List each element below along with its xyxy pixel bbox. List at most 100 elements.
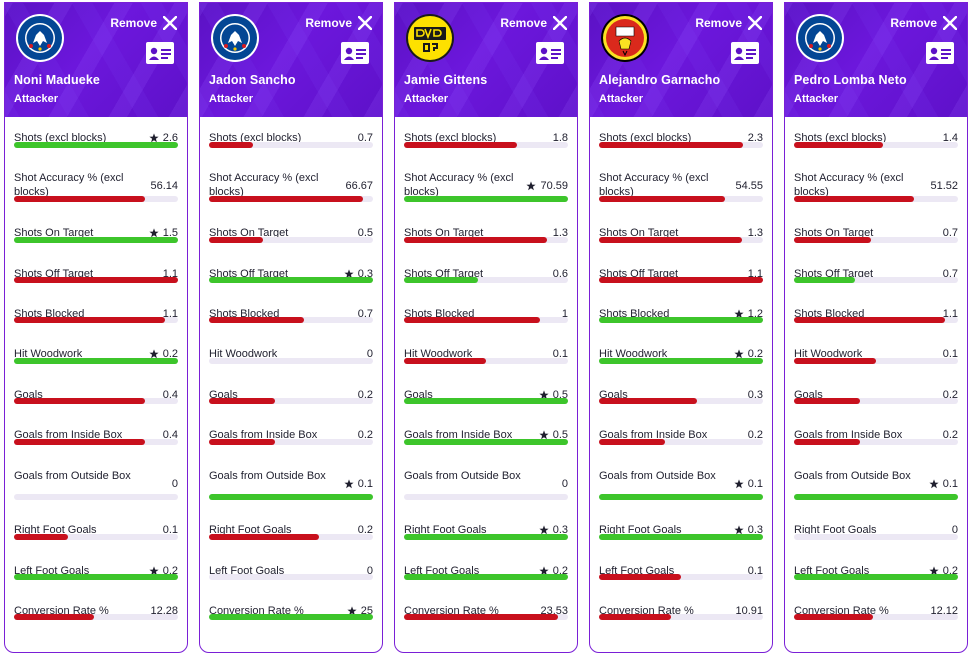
player-name: Jamie Gittens <box>404 73 488 87</box>
stat-bar-track <box>404 494 568 500</box>
remove-button[interactable]: Remove <box>305 12 372 34</box>
stat-bar-track <box>14 358 178 364</box>
remove-label: Remove <box>500 16 547 30</box>
stat-bar-track <box>209 494 373 500</box>
stat-bar-fill <box>14 574 178 580</box>
stat-bar-track <box>599 277 763 283</box>
stat-bar-track <box>209 317 373 323</box>
stat-label: Goals from Inside Box <box>14 429 123 441</box>
stat-value: 2.3 <box>748 131 763 145</box>
star-icon <box>539 430 549 440</box>
stat-bar-fill <box>14 317 165 323</box>
stat-value-text: 70.59 <box>540 180 568 192</box>
stat-bar-track <box>404 574 568 580</box>
stat-bar-track <box>209 142 373 148</box>
stat-bar-fill <box>794 439 860 445</box>
stat-bar-track <box>404 398 568 404</box>
stat-value: 1.3 <box>748 226 763 240</box>
stat-label: Goals from Inside Box <box>209 429 318 441</box>
player-profile-card-icon[interactable] <box>535 41 565 65</box>
stat-bar-track <box>209 439 373 445</box>
remove-button[interactable]: Remove <box>500 12 567 34</box>
stat-bar-fill <box>14 439 146 445</box>
stat-label: Right Foot Goals <box>794 524 877 536</box>
star-icon <box>149 228 159 238</box>
player-profile-card-icon[interactable] <box>340 41 370 65</box>
stat-label: Goals from Outside Box <box>404 470 521 482</box>
player-card: Remove Alejandro Garnacho Attacker Shots (… <box>589 2 773 653</box>
player-name: Jadon Sancho <box>209 73 296 87</box>
stat-bar-fill <box>404 534 568 540</box>
stat-bar-track <box>14 398 178 404</box>
stat-bar-track <box>14 439 178 445</box>
stat-bar-fill <box>14 358 178 364</box>
star-icon <box>734 479 744 489</box>
stat-bar-track <box>14 317 178 323</box>
stat-label: Goals from Outside Box <box>209 470 326 482</box>
stat-bar-track <box>404 534 568 540</box>
stat-bar-track <box>14 534 178 540</box>
stat-bar-track <box>794 439 958 445</box>
stat-bar-fill <box>599 277 763 283</box>
bvb-badge <box>405 13 455 63</box>
stat-value: 0.1 <box>344 477 373 491</box>
remove-button[interactable]: Remove <box>890 12 957 34</box>
stat-label: Goals from Outside Box <box>599 470 716 482</box>
stat-bar-fill <box>404 142 518 148</box>
star-icon <box>347 606 357 616</box>
stat-bar-track <box>599 534 763 540</box>
close-icon <box>943 16 957 30</box>
remove-label: Remove <box>890 16 937 30</box>
stat-bar-track <box>209 614 373 620</box>
stat-value-text: 0.4 <box>162 429 178 441</box>
remove-button[interactable]: Remove <box>695 12 762 34</box>
stat-bar-fill <box>209 439 275 445</box>
stat-bar-track <box>14 237 178 243</box>
stat-value-text: 2.3 <box>747 132 763 144</box>
player-profile-card-icon[interactable] <box>730 41 760 65</box>
stat-value: 0.1 <box>929 477 958 491</box>
stat-label: Hit Woodwork <box>209 348 278 360</box>
stat-value-text: 0 <box>171 478 178 490</box>
stat-value: 0.3 <box>539 523 568 537</box>
stat-value-text: 56.14 <box>150 180 178 192</box>
stat-bar-track <box>209 358 373 364</box>
player-profile-card-icon[interactable] <box>925 41 955 65</box>
stat-bar-track <box>599 439 763 445</box>
stat-bar-track <box>599 196 763 202</box>
stat-label: Shot Accuracy % (excl blocks) <box>209 172 319 198</box>
remove-button[interactable]: Remove <box>110 12 177 34</box>
stat-bar-track <box>599 614 763 620</box>
stat-value: 1.8 <box>553 131 568 145</box>
stat-value-text: 0.2 <box>942 429 958 441</box>
stat-value: 0.2 <box>734 347 763 361</box>
stat-bar-fill <box>209 494 373 500</box>
stat-value: 0.2 <box>358 523 373 537</box>
stat-bar-track <box>209 277 373 283</box>
stat-bar-track <box>14 614 178 620</box>
star-icon <box>149 349 159 359</box>
card-header: Remove Pedro Lomba Neto Attacker <box>785 3 967 117</box>
stat-value-text: 1.5 <box>162 227 178 239</box>
stat-bar-track <box>14 142 178 148</box>
star-icon <box>929 479 939 489</box>
stat-value: 54.55 <box>735 179 763 193</box>
stat-bar-track <box>599 317 763 323</box>
stat-value-text: 0 <box>366 348 373 360</box>
stat-bar-track <box>794 534 958 540</box>
stat-bar-track <box>209 237 373 243</box>
stat-bar-track <box>14 494 178 500</box>
star-icon <box>539 566 549 576</box>
player-profile-card-icon[interactable] <box>145 41 175 65</box>
stat-bar-track <box>794 398 958 404</box>
close-icon <box>163 16 177 30</box>
stat-value: 0.7 <box>358 131 373 145</box>
stat-value-text: 0.2 <box>162 348 178 360</box>
stat-bar-fill <box>209 277 373 283</box>
star-icon <box>539 390 549 400</box>
stat-bar-fill <box>599 439 665 445</box>
stat-bar-fill <box>14 277 178 283</box>
stat-bar-fill <box>794 317 945 323</box>
stat-value: 0.2 <box>358 428 373 442</box>
stat-label: Hit Woodwork <box>14 348 83 360</box>
